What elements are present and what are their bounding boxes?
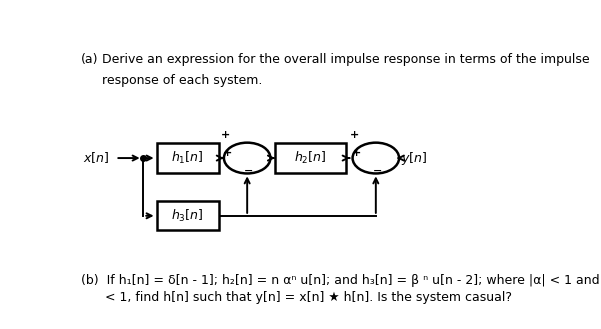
- Text: response of each system.: response of each system.: [102, 74, 263, 87]
- Text: +: +: [221, 130, 230, 140]
- FancyBboxPatch shape: [275, 143, 346, 173]
- Text: $h_1[n]$: $h_1[n]$: [171, 150, 204, 166]
- FancyBboxPatch shape: [156, 201, 219, 230]
- Text: $h_2[n]$: $h_2[n]$: [294, 150, 327, 166]
- Text: +: +: [352, 148, 361, 159]
- Text: $h_3[n]$: $h_3[n]$: [171, 208, 204, 224]
- Text: $y[n]$: $y[n]$: [401, 150, 427, 166]
- Text: +: +: [350, 130, 359, 140]
- Text: (b)  If h₁[n] = δ[n - 1]; h₂[n] = n αⁿ u[n]; and h₃[n] = β ⁿ u[n - 2]; where |α|: (b) If h₁[n] = δ[n - 1]; h₂[n] = n αⁿ u[…: [81, 273, 601, 287]
- Text: Derive an expression for the overall impulse response in terms of the impulse: Derive an expression for the overall imp…: [102, 53, 590, 66]
- Ellipse shape: [224, 143, 270, 173]
- Ellipse shape: [353, 143, 399, 173]
- Text: < 1, find h[n] such that y[n] = x[n] ★ h[n]. Is the system casual?: < 1, find h[n] such that y[n] = x[n] ★ h…: [81, 291, 512, 304]
- Text: $x[n]$: $x[n]$: [83, 151, 109, 165]
- Text: −: −: [244, 165, 254, 175]
- Text: (a): (a): [81, 53, 99, 66]
- Text: −: −: [373, 165, 382, 175]
- FancyBboxPatch shape: [156, 143, 219, 173]
- Text: +: +: [223, 148, 233, 159]
